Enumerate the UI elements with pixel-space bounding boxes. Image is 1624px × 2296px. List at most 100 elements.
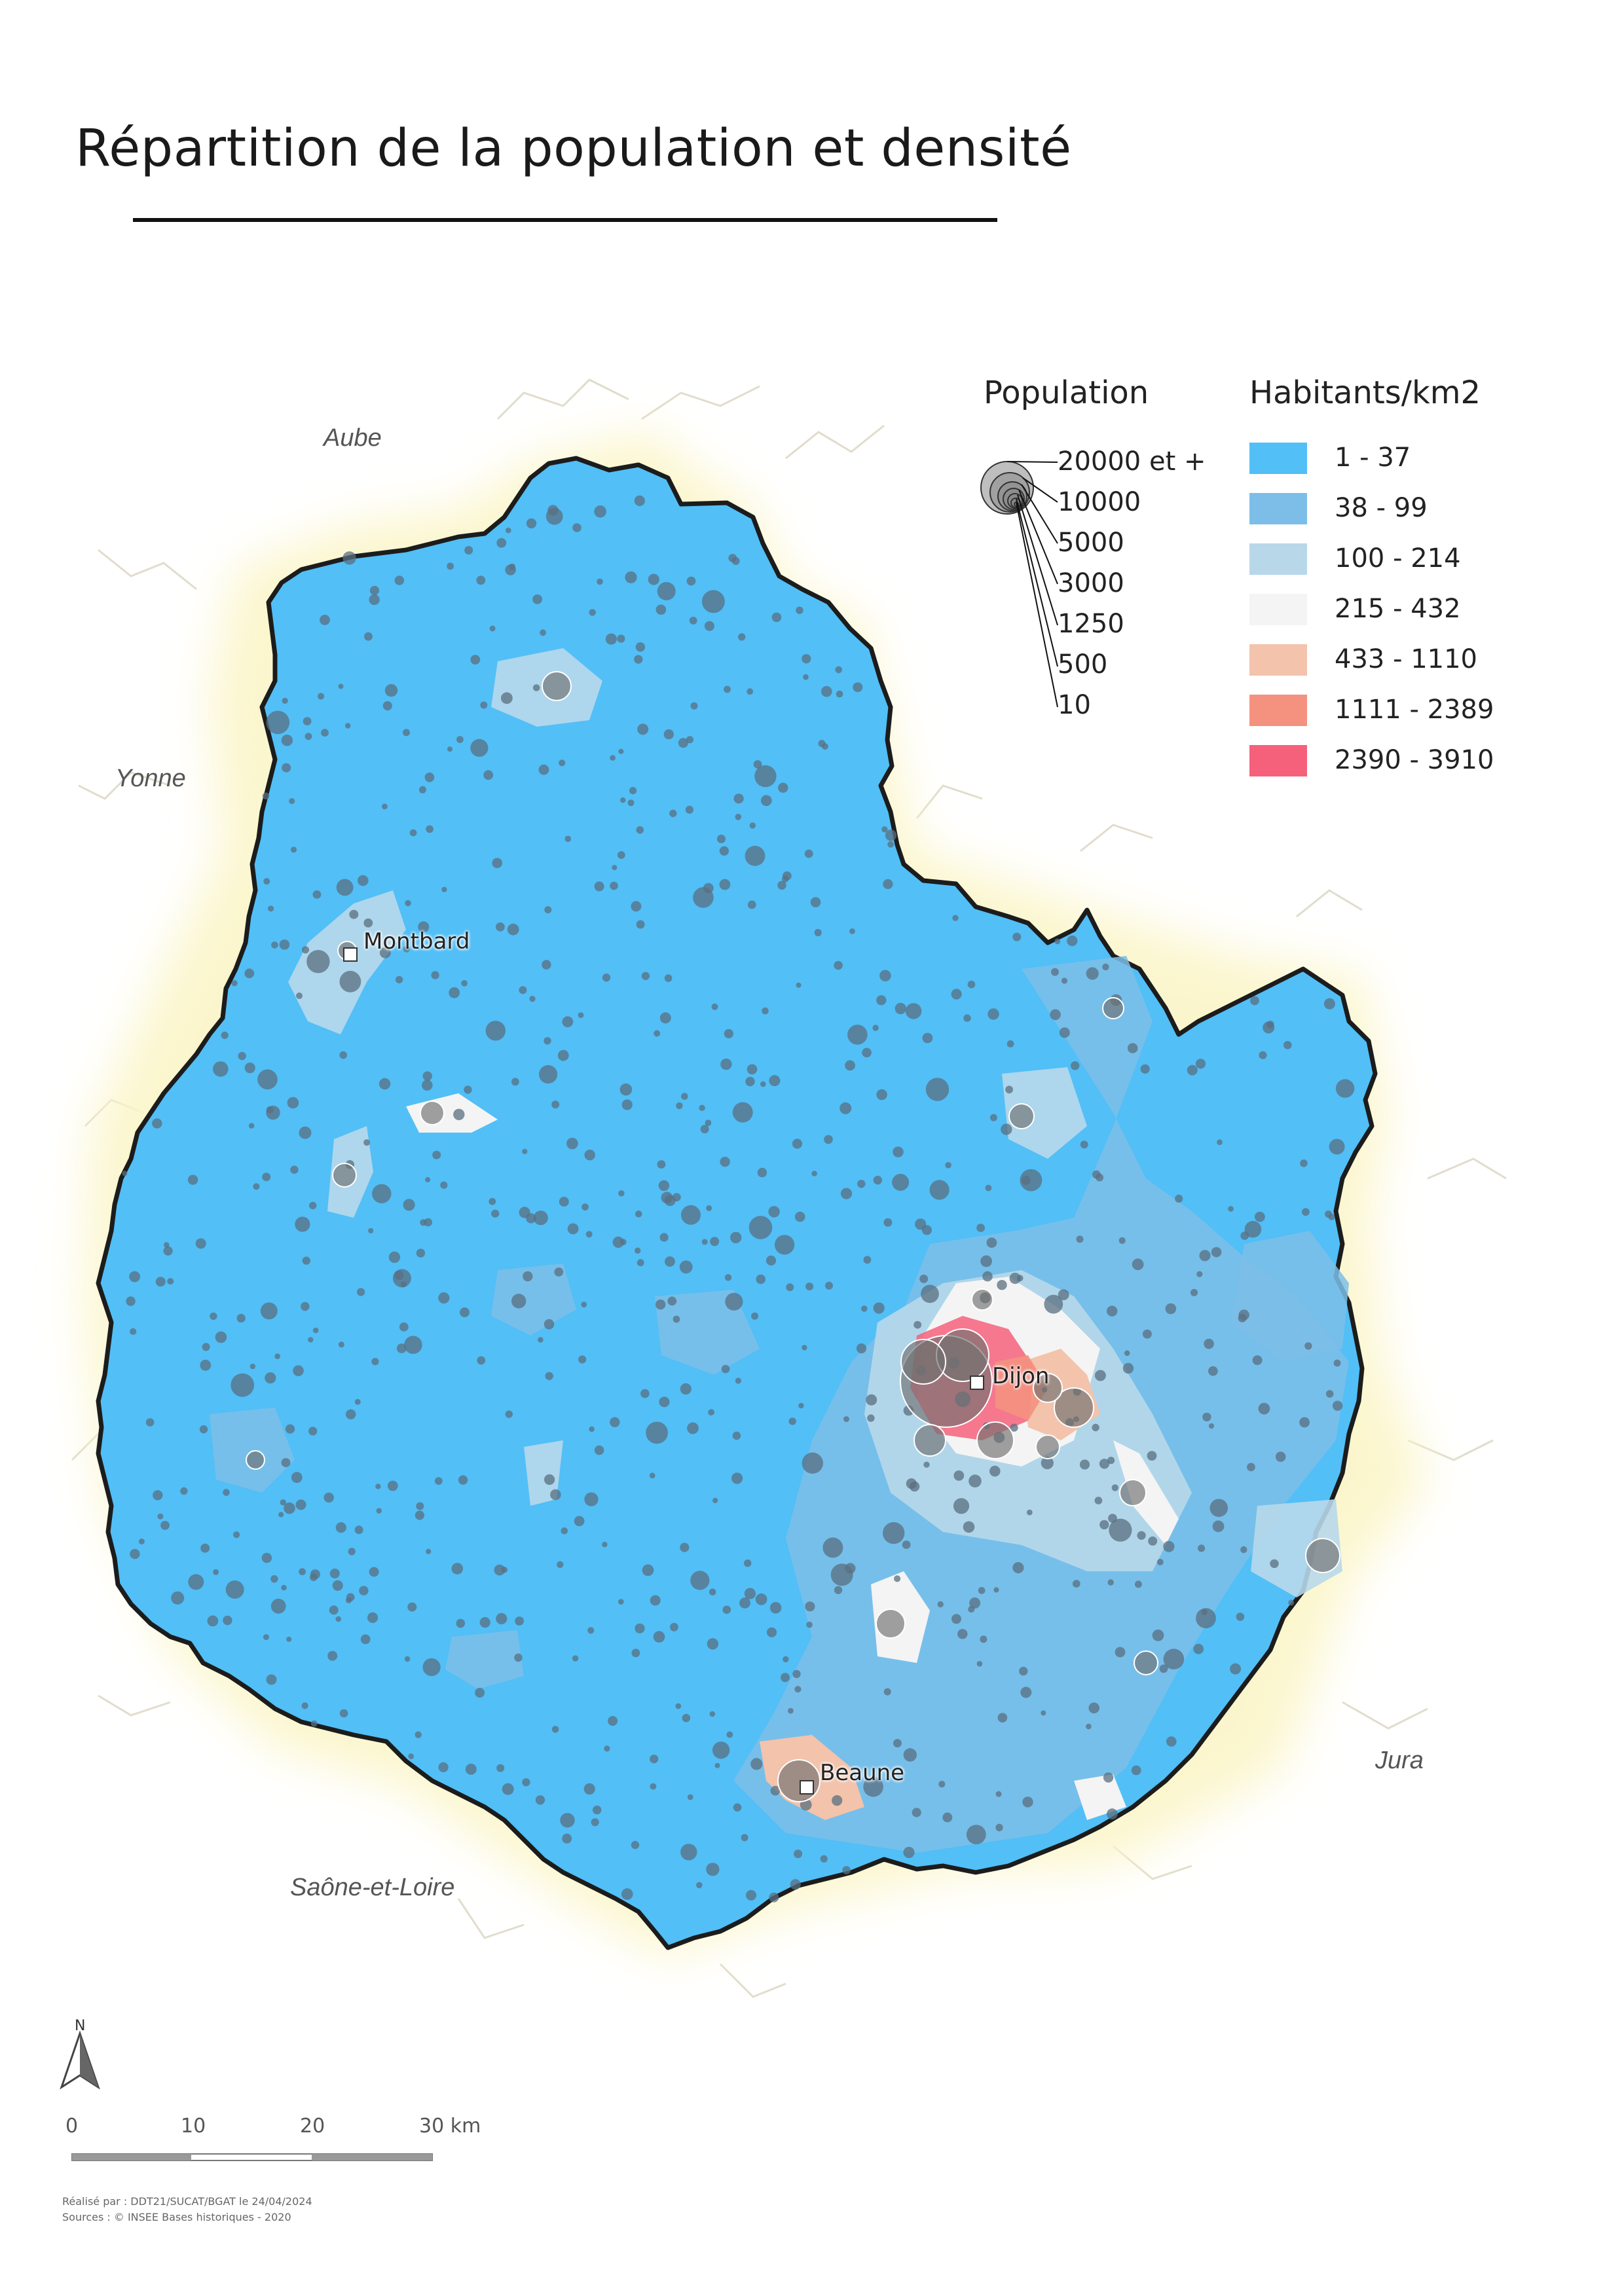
population-dot (876, 995, 887, 1006)
population-dot (915, 1218, 927, 1230)
population-dot (634, 655, 643, 664)
population-dot (832, 1795, 843, 1806)
population-dot (1088, 1702, 1099, 1714)
population-dot (440, 1181, 448, 1189)
population-dot (675, 1703, 682, 1709)
population-dot (741, 1834, 748, 1842)
population-dot (754, 765, 777, 788)
population-dot (903, 1748, 917, 1762)
population-dot (921, 1285, 939, 1303)
population-dot (867, 1414, 875, 1422)
population-dot (1199, 1250, 1211, 1262)
population-dot (618, 748, 624, 754)
population-dot (581, 1203, 589, 1211)
population-dot (1238, 1313, 1247, 1322)
population-dot (701, 590, 725, 613)
population-dot (1051, 968, 1059, 976)
population-dot (730, 1231, 742, 1244)
population-dot (680, 1383, 692, 1395)
population-dot (584, 1492, 599, 1506)
population-dot (491, 1209, 500, 1218)
population-dot (587, 1627, 595, 1634)
population-dot (338, 1341, 344, 1348)
population-dot (354, 1525, 363, 1535)
population-dot (610, 755, 616, 761)
population-dot (1094, 1497, 1103, 1504)
population-dot (709, 1588, 716, 1595)
population-dot (843, 1416, 849, 1423)
population-dot (378, 1078, 391, 1090)
population-dot (1230, 1663, 1242, 1675)
population-dot (1299, 1417, 1310, 1428)
population-dot (1329, 1139, 1345, 1155)
population-dot (612, 865, 618, 871)
population-dot (766, 1627, 777, 1637)
population-dot (768, 1206, 780, 1218)
population-dot (460, 1307, 470, 1317)
population-dot (152, 1118, 162, 1129)
beaune-marker (800, 1780, 814, 1795)
population-dot (655, 604, 667, 615)
population-dot (731, 556, 740, 565)
population-dot (716, 834, 726, 843)
population-dot (803, 674, 809, 680)
population-dot (369, 585, 380, 596)
population-dot (1080, 1140, 1088, 1149)
population-dot (923, 1461, 930, 1468)
population-class-4: 3000 (1058, 568, 1124, 598)
population-dot (1156, 1559, 1164, 1565)
population-dot (1325, 1390, 1334, 1398)
population-dot (335, 1616, 342, 1622)
population-dot (492, 858, 502, 868)
population-dot (279, 939, 290, 950)
density-label: 1 - 37 (1335, 443, 1411, 473)
population-dot (1302, 1208, 1310, 1216)
population-dot (680, 1542, 690, 1552)
population-dot (578, 1355, 587, 1364)
population-dot (364, 632, 373, 641)
population-dot (1124, 1350, 1130, 1357)
population-dot (976, 1224, 985, 1232)
population-dot (540, 629, 546, 636)
population-dot (257, 1069, 278, 1089)
population-dot (369, 594, 380, 606)
scale-tick-30: 30 km (419, 2115, 481, 2138)
population-dots (122, 495, 1355, 1903)
neighbor-label-saone-et-loire: Saône-et-Loire (290, 1874, 455, 1901)
population-dot (589, 609, 596, 616)
population-dot (187, 1175, 198, 1185)
density-patch-38-99 (210, 1408, 295, 1493)
population-dot (363, 918, 373, 928)
population-dot (963, 1014, 971, 1022)
population-dot (706, 1205, 712, 1211)
population-dot (479, 1617, 490, 1628)
population-dot (303, 717, 312, 725)
population-dot (1108, 1514, 1117, 1523)
town-circle (976, 1421, 1014, 1459)
population-dot (834, 1586, 843, 1594)
town-circle (876, 1609, 906, 1639)
population-dot (792, 1669, 801, 1679)
population-dot (619, 1239, 627, 1245)
population-dot (1193, 1643, 1204, 1654)
population-dot (372, 1184, 392, 1204)
population-dot (631, 901, 642, 912)
population-dot (951, 1614, 961, 1624)
population-dot (266, 1674, 277, 1685)
population-dot (145, 1418, 155, 1427)
population-dot (1086, 1723, 1092, 1730)
population-dot (310, 1720, 318, 1727)
population-dot (745, 845, 766, 866)
population-dot (456, 736, 464, 743)
population-dot (985, 1184, 992, 1192)
density-patch-38-99 (445, 1630, 524, 1689)
population-dot (561, 1527, 568, 1535)
population-dot (415, 1510, 425, 1520)
population-dot (610, 1417, 620, 1427)
population-dot (1072, 1580, 1080, 1588)
population-dot (612, 1236, 624, 1248)
population-dot (130, 1328, 137, 1335)
population-dot (1010, 1423, 1018, 1432)
population-dot (1012, 932, 1022, 941)
population-dot (1107, 1808, 1118, 1820)
